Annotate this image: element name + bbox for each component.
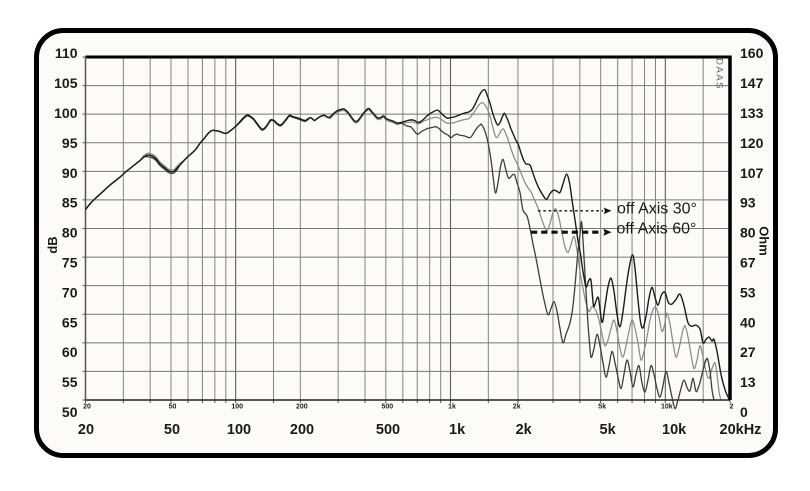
svg-text:80: 80: [62, 225, 78, 241]
svg-text:20: 20: [83, 403, 91, 410]
svg-text:Ohm: Ohm: [757, 226, 772, 256]
svg-text:off Axis 30°: off Axis 30°: [617, 201, 697, 218]
svg-text:75: 75: [62, 255, 78, 271]
svg-text:50: 50: [169, 403, 177, 410]
svg-text:dB: dB: [45, 236, 60, 253]
svg-text:40: 40: [740, 314, 756, 330]
svg-text:10k: 10k: [662, 422, 687, 438]
svg-text:100: 100: [231, 403, 243, 410]
svg-text:65: 65: [62, 314, 78, 330]
svg-text:20: 20: [78, 422, 94, 438]
svg-text:27: 27: [740, 344, 756, 360]
svg-text:120: 120: [740, 135, 764, 151]
svg-text:13: 13: [740, 374, 756, 390]
svg-text:50: 50: [164, 422, 180, 438]
svg-text:500: 500: [381, 403, 393, 410]
svg-text:85: 85: [62, 195, 78, 211]
svg-text:500: 500: [376, 422, 400, 438]
svg-text:off Axis 60°: off Axis 60°: [617, 221, 697, 238]
svg-text:2: 2: [730, 403, 734, 410]
svg-text:5k: 5k: [598, 403, 606, 410]
svg-text:100: 100: [227, 422, 251, 438]
svg-text:60: 60: [62, 344, 78, 360]
svg-text:107: 107: [740, 165, 764, 181]
svg-text:DAAS: DAAS: [714, 58, 725, 90]
svg-text:10k: 10k: [661, 403, 673, 410]
svg-text:1k: 1k: [448, 403, 456, 410]
svg-text:133: 133: [740, 105, 764, 121]
svg-text:93: 93: [740, 195, 756, 211]
svg-text:50: 50: [62, 404, 78, 420]
svg-text:0: 0: [740, 404, 748, 420]
svg-text:200: 200: [290, 422, 314, 438]
svg-text:80: 80: [740, 225, 756, 241]
svg-text:1k: 1k: [449, 422, 466, 438]
svg-text:200: 200: [296, 403, 308, 410]
svg-text:147: 147: [740, 75, 764, 91]
svg-text:110: 110: [55, 45, 78, 61]
svg-text:2k: 2k: [516, 422, 533, 438]
svg-text:20kHz: 20kHz: [720, 422, 762, 438]
svg-text:90: 90: [62, 165, 78, 181]
svg-text:55: 55: [62, 374, 78, 390]
svg-text:100: 100: [54, 105, 78, 121]
svg-text:53: 53: [740, 284, 756, 300]
svg-text:160: 160: [740, 45, 764, 61]
svg-text:2k: 2k: [513, 403, 521, 410]
svg-text:95: 95: [62, 135, 78, 151]
svg-text:67: 67: [740, 255, 756, 271]
svg-text:105: 105: [54, 75, 78, 91]
svg-text:70: 70: [62, 284, 78, 300]
svg-text:5k: 5k: [600, 422, 617, 438]
